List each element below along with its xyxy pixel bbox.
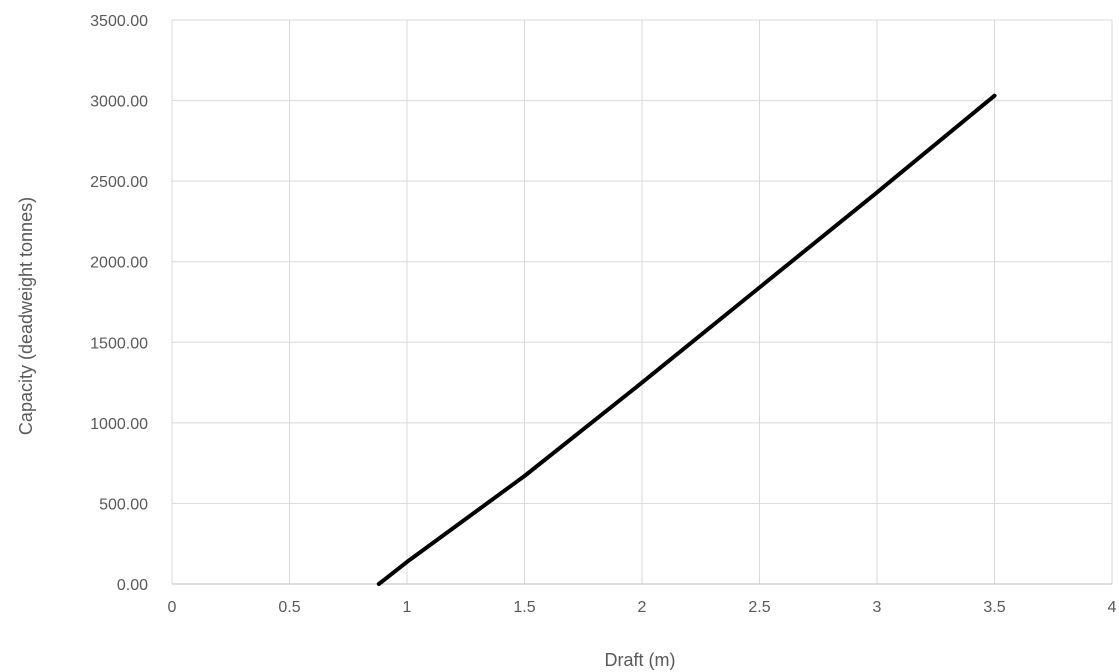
x-tick-label: 0 — [168, 599, 177, 616]
x-tick-label: 2 — [638, 599, 647, 616]
series-group — [376, 93, 997, 586]
y-tick-label: 0.00 — [117, 577, 148, 594]
gridlines — [172, 19, 1113, 584]
y-tick-label: 2500.00 — [90, 174, 148, 191]
y-tick-label: 2000.00 — [90, 255, 148, 272]
series-line — [376, 93, 997, 586]
y-tick-label: 3000.00 — [90, 94, 148, 111]
y-tick-label: 1000.00 — [90, 416, 148, 433]
y-axis-title: Capacity (deadweight tonnes) — [16, 197, 36, 435]
x-tick-label: 2.5 — [748, 599, 770, 616]
y-tick-label: 3500.00 — [90, 13, 148, 30]
y-tick-labels: 0.00 500.00 1000.00 1500.00 2000.00 2500.00 30… — [90, 13, 148, 594]
y-tick-label: 1500.00 — [90, 335, 148, 352]
x-axis-title: Draft (m) — [605, 650, 676, 670]
y-tick-label: 500.00 — [99, 496, 148, 513]
x-tick-labels: 0 0.5 1 1.5 2 2.5 3 3.5 4 — [168, 599, 1117, 616]
x-tick-label: 3 — [873, 599, 882, 616]
x-tick-label: 1.5 — [513, 599, 535, 616]
x-tick-label: 1 — [403, 599, 412, 616]
x-tick-label: 0.5 — [278, 599, 300, 616]
x-tick-label: 3.5 — [983, 599, 1005, 616]
x-tick-label: 4 — [1108, 599, 1117, 616]
axes — [171, 20, 1112, 585]
